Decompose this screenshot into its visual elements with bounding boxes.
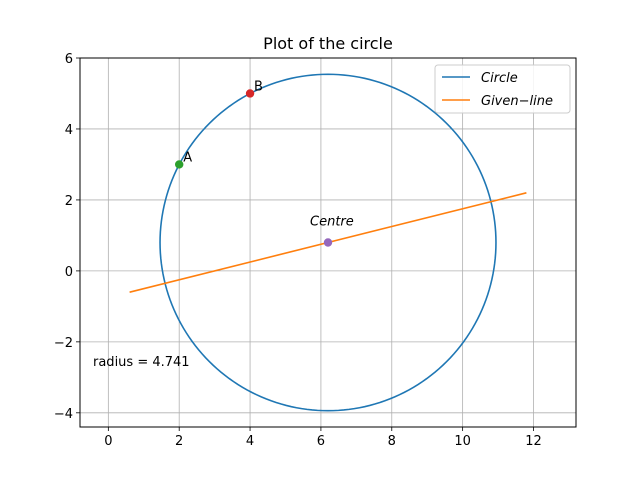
point-label-a: A <box>183 150 192 165</box>
point-label-b: B <box>254 79 263 94</box>
legend-given-line-label: Given−line <box>481 94 553 109</box>
y-tick-label: 6 <box>65 52 73 67</box>
x-tick-label: 12 <box>525 434 542 449</box>
y-tick-label: −2 <box>54 336 73 351</box>
y-tick-label: 0 <box>65 265 73 280</box>
x-tick-label: 10 <box>454 434 471 449</box>
axes-frame <box>79 57 577 428</box>
plot-area: A B Centre <box>129 73 527 412</box>
chart-title: Plot of the circle <box>263 34 393 53</box>
x-tick-label: 6 <box>317 434 325 449</box>
point-a <box>175 160 184 169</box>
point-centre <box>323 238 333 247</box>
x-tick-label: 8 <box>388 434 396 449</box>
point-label-centre: Centre <box>310 215 354 230</box>
legend: Circle Given−line <box>434 64 571 114</box>
x-tick-label: 0 <box>104 434 112 449</box>
radius-annotation: radius = 4.741 <box>93 355 190 370</box>
x-tick-label: 2 <box>175 434 183 449</box>
circle-series <box>159 73 497 412</box>
y-tick-label: 4 <box>65 123 73 138</box>
axis-ticks: 0 2 4 6 8 10 12 −4 −2 0 2 4 6 <box>54 52 542 449</box>
legend-circle-label: Circle <box>481 71 518 86</box>
y-tick-label: 2 <box>65 194 73 209</box>
point-b <box>245 89 255 98</box>
x-tick-label: 4 <box>246 434 254 449</box>
y-tick-label: −4 <box>54 407 73 422</box>
